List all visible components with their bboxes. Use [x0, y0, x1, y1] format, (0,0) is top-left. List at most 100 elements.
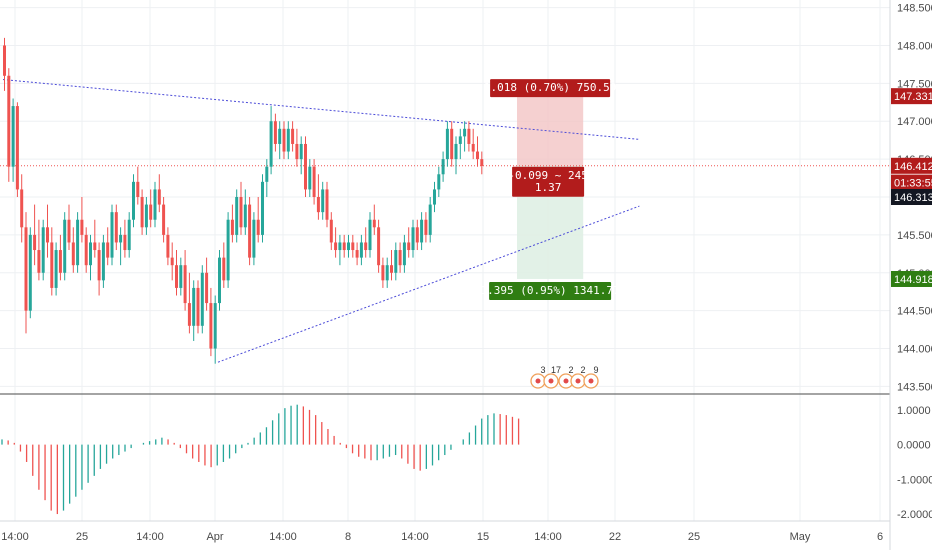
price-tick-label: 148.500 — [897, 3, 932, 15]
time-tick-label: 25 — [76, 531, 88, 543]
candle-body — [67, 219, 71, 243]
candle-body — [192, 287, 196, 326]
candle-body — [458, 136, 462, 144]
event-count: 2 — [580, 365, 585, 375]
oscillator-tick-label: 0.0000 — [897, 440, 931, 452]
candle-body — [106, 242, 110, 258]
candle-body — [80, 219, 84, 235]
candle-body — [24, 227, 28, 311]
candle-body — [101, 242, 105, 281]
candle-body — [248, 204, 252, 258]
event-count: 17 — [551, 365, 561, 375]
stop-label-text: 1.395 (0.95%) 1341.77 — [481, 284, 620, 297]
price-tag: 146.313 — [891, 189, 932, 205]
price-tick-label: 144.500 — [897, 306, 932, 318]
candle-body — [7, 75, 11, 167]
candle-body — [3, 45, 6, 76]
price-axis[interactable]: 148.500148.000147.500147.000146.500146.0… — [897, 3, 932, 394]
target-label-text: 1.018 (0.70%) 750.59 — [484, 81, 616, 94]
event-count: 9 — [593, 365, 598, 375]
price-tag-label: 146.313 — [894, 192, 932, 204]
candle-body — [84, 234, 88, 266]
candle-body — [20, 189, 24, 228]
candle-body — [394, 250, 398, 273]
candle-body — [256, 219, 260, 235]
oscillator-axis[interactable]: 1.0000 0.0000 -1.0000 -2.0000 — [897, 405, 932, 521]
price-tick-label: 148.000 — [897, 40, 932, 52]
candle-body — [33, 234, 37, 251]
candle-body — [28, 234, 32, 311]
time-tick-label: 14:00 — [136, 531, 164, 543]
candle-body — [385, 265, 389, 281]
price-tag-label: 01:33:55 — [894, 178, 932, 190]
trendlines[interactable] — [2, 79, 640, 363]
target-label[interactable]: 1.018 (0.70%) 750.59 — [484, 79, 616, 98]
trendline-upper — [2, 79, 640, 140]
price-tick-label: 145.500 — [897, 230, 932, 242]
time-tick-label: 14:00 — [401, 531, 429, 543]
trendline-lower — [217, 205, 640, 363]
event-marker-dot — [563, 378, 569, 384]
candle-body — [467, 128, 471, 144]
price-tag-bg — [891, 174, 932, 191]
time-tick-label: 14:00 — [1, 531, 29, 543]
candle-body — [312, 166, 316, 197]
event-markers[interactable]: 3 17 2 2 9 — [530, 365, 599, 389]
stop-label[interactable]: 1.395 (0.95%) 1341.77 — [481, 281, 620, 300]
candle-body — [445, 128, 449, 160]
candle-body — [239, 197, 243, 228]
price-tick-label: 144.000 — [897, 344, 932, 356]
pnl-label-text: 1.37 — [535, 181, 562, 194]
time-axis[interactable]: 14:00 25 14:00 Apr 14:00 8 14:00 15 14:00 22 25 May… — [1, 531, 883, 543]
time-tick-label: 14:00 — [269, 531, 297, 543]
time-tick-label: 14:00 — [534, 531, 562, 543]
candle-body — [450, 128, 454, 160]
pnl-label-text: -0.099 ~ 245 — [508, 169, 587, 182]
candle-body — [381, 265, 385, 281]
candle-body — [316, 197, 320, 213]
candle-body — [342, 242, 346, 251]
candle-body — [377, 227, 381, 266]
candle-body — [398, 250, 402, 266]
time-tick-label: Apr — [206, 531, 223, 543]
candle-body — [114, 212, 118, 243]
candle-body — [269, 121, 273, 167]
price-tag: 147.331 — [891, 88, 932, 105]
candle-body — [338, 242, 342, 251]
price-tag-bg — [891, 157, 932, 174]
price-tag-bg — [891, 189, 932, 205]
candlestick-series — [3, 37, 484, 364]
candle-body — [273, 121, 277, 144]
oscillator-tick-label: -1.0000 — [897, 474, 932, 486]
time-tick-label: 22 — [609, 531, 621, 543]
event-marker-dot — [535, 378, 541, 384]
candle-body — [372, 219, 376, 228]
candle-body — [420, 219, 424, 243]
candle-body — [299, 143, 303, 160]
price-tick-label: 147.500 — [897, 78, 932, 90]
candle-body — [93, 242, 97, 251]
event-marker-dot — [548, 378, 554, 384]
candle-body — [402, 242, 406, 266]
candle-body — [222, 257, 226, 281]
candle-body — [71, 242, 75, 266]
candle-body — [351, 242, 355, 251]
candle-body — [235, 197, 239, 235]
candle-body — [407, 242, 411, 251]
candle-body — [196, 287, 200, 326]
candle-body — [123, 234, 127, 251]
candle-body — [261, 181, 264, 235]
candle-body — [127, 219, 131, 251]
candle-body — [347, 242, 350, 251]
candle-body — [390, 265, 393, 273]
candle-body — [11, 106, 15, 167]
candle-body — [359, 242, 363, 258]
event-marker-dot — [588, 378, 594, 384]
candle-body — [321, 189, 325, 213]
price-tag: 01:33:55 — [891, 174, 932, 191]
candle-body — [97, 250, 101, 281]
candle-body — [218, 257, 221, 304]
